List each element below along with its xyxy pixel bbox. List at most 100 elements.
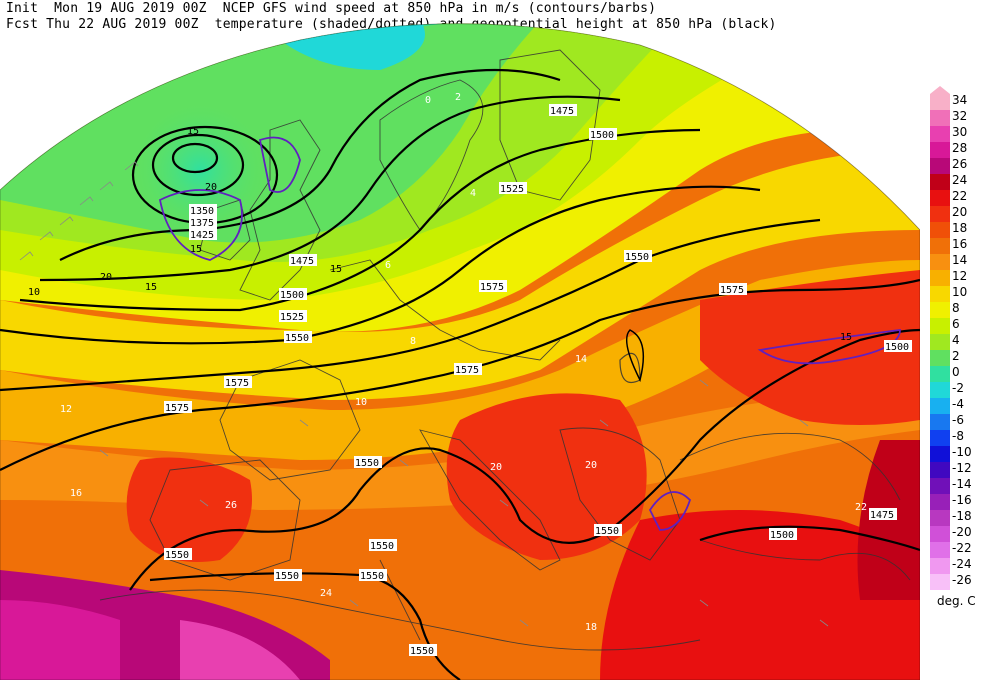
colorbar-swatch [930,222,950,238]
colorbar-swatch [930,158,950,174]
height-labels: 1350 1375 1425 1475 1475 1500 1525 1500 … [164,104,912,657]
colorbar-tick-label: 4 [952,333,960,347]
colorbar-tick-label: -8 [952,429,964,443]
colorbar-tick-label: 10 [952,285,968,299]
colorbar-swatch [930,206,950,222]
colorbar-swatch [930,334,950,350]
colorbar-swatch [930,446,950,462]
colorbar-tick-label: 8 [952,301,960,315]
colorbar-swatch [930,174,950,190]
temp-label-6: 6 [385,260,391,271]
temp-label-12: 12 [60,404,72,415]
height-label-1475-se: 1475 [870,510,894,521]
colorbar-tick-label: -4 [952,397,964,411]
colorbar-tick-label: -22 [952,541,972,555]
temp-label-2: 2 [455,92,461,103]
height-label-1550-sw2: 1550 [275,571,299,582]
colorbar-swatch [930,462,950,478]
height-label-1425: 1425 [190,230,214,241]
colorbar-swatch [930,350,950,366]
colorbar-tick-label: -10 [952,445,972,459]
colorbar-tick-label: 22 [952,189,968,203]
wind-labels: 15 20 20 15 15 15 15 10 [28,126,852,343]
colorbar-tick-label: 30 [952,125,968,139]
temperature-colorbar: 34 32 30 28 26 24 22 20 18 16 14 12 10 8 6 4 2 0 -2 -4 -6 -8-… [930,86,988,606]
colorbar-tick-label: -16 [952,493,972,507]
colorbar-tick-label: -2 [952,381,964,395]
colorbar-tick-label: -14 [952,477,972,491]
height-label-1550-s: 1550 [370,541,394,552]
wind-barbs [19,161,829,627]
colorbar-tick-label: 12 [952,269,968,283]
height-label-1500-n: 1500 [590,130,614,141]
temp-label-10: 10 [355,397,367,408]
colorbar-tick-label: 34 [952,93,968,107]
colorbar-swatch [930,510,950,526]
colorbar-swatch [930,94,950,110]
colorbar-swatch [930,574,950,590]
height-label-1350: 1350 [190,206,214,217]
temp-label-0: 0 [425,95,431,106]
temp-label-14: 14 [575,354,587,365]
colorbar-tick-label: 28 [952,141,968,155]
temp-label-18: 18 [585,622,597,633]
colorbar-tick-label: -26 [952,573,972,587]
height-label-1575-sw: 1575 [225,378,249,389]
colorbar-units: deg. C [937,594,976,608]
temp-label-20-b: 20 [585,460,597,471]
wind-label-15-a: 15 [187,126,199,137]
wind-label-20: 20 [205,182,217,193]
colorbar-swatch [930,542,950,558]
height-label-1525: 1525 [500,184,524,195]
temp-label-20: 20 [490,462,502,473]
colorbar-tick-label: 20 [952,205,968,219]
wind-label-20-w: 20 [100,272,112,283]
height-label-1525-w: 1525 [280,312,304,323]
colorbar-swatch [930,142,950,158]
colorbar-tick-label: -12 [952,461,972,475]
height-label-1550-sw3: 1550 [360,571,384,582]
colorbar-swatch [930,126,950,142]
wind-label-15-b: 15 [145,282,157,293]
colorbar-tick-label: 0 [952,365,960,379]
height-label-1475-w: 1475 [290,256,314,267]
colorbar-swatch [930,270,950,286]
temp-label-22: 22 [855,502,867,513]
colorbar-swatch [930,382,950,398]
colorbar-swatch [930,318,950,334]
temp-label-4: 4 [470,188,476,199]
temp-label-24: 24 [320,588,332,599]
colorbar-swatch [930,494,950,510]
colorbar-swatch [930,526,950,542]
colorbar-swatch [930,238,950,254]
temp-label-26: 26 [225,500,237,511]
colorbar-tick-label: 6 [952,317,960,331]
wind-label-15-e: 15 [840,332,852,343]
init-header: Init Mon 19 AUG 2019 00Z NCEP GFS wind s… [6,1,657,16]
colorbar-swatch [930,286,950,302]
height-label-1550-e: 1550 [625,252,649,263]
colorbar-tick-label: -20 [952,525,972,539]
height-label-1500-e: 1500 [885,342,909,353]
height-label-1575-c: 1575 [480,282,504,293]
colorbar-tick-label: 16 [952,237,968,251]
colorbar-tick-label: 14 [952,253,968,267]
colorbar-swatch [930,478,950,494]
weather-map: 1350 1375 1425 1475 1475 1500 1525 15 00 … [0,23,920,680]
colorbar-swatch [930,398,950,414]
colorbar-tick-label: 24 [952,173,968,187]
height-label-1500-w: 1500 [280,290,304,301]
forecast-header: Fcst Thu 22 AUG 2019 00Z temperature (sh… [6,17,777,32]
height-label-1575-e: 1575 [720,285,744,296]
colorbar-tick-label: -24 [952,557,972,571]
wind-label-10: 10 [28,287,40,298]
height-label-1550-w: 1550 [285,333,309,344]
height-label-1550-bottom: 1550 [410,646,434,657]
colorbar-tick-label: -18 [952,509,972,523]
height-label-1375: 1375 [190,218,214,229]
height-label-1475-n: 1475 [550,106,574,117]
wind-label-15-c: 15 [190,244,202,255]
colorbar-tick-label: -6 [952,413,964,427]
colorbar-swatch [930,254,950,270]
